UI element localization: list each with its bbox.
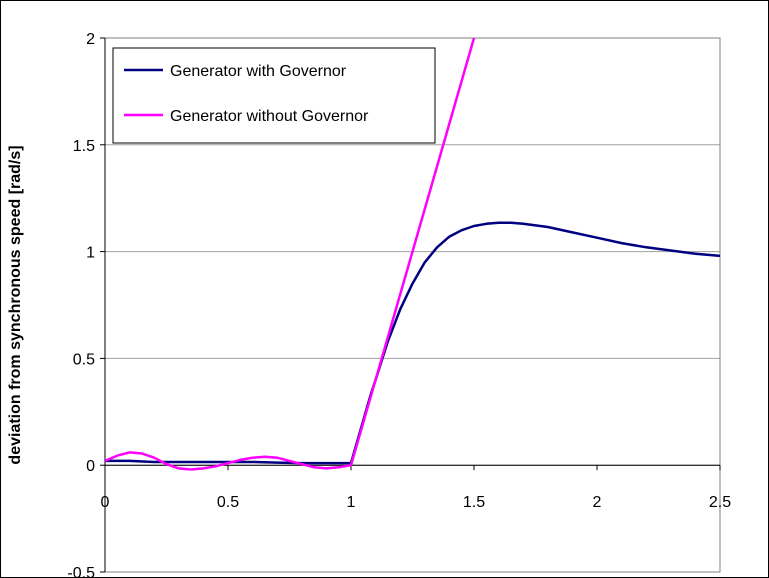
x-tick-label-0: 0: [101, 494, 110, 511]
x-tick-label-5: 2.5: [709, 494, 731, 511]
y-tick-label-4: 1.5: [73, 138, 95, 155]
legend-label-0: Generator with Governor: [170, 63, 347, 80]
legend-label-1: Generator without Governor: [170, 108, 369, 125]
x-tick-label-1: 0.5: [217, 494, 239, 511]
y-tick-label-2: 0.5: [73, 351, 95, 368]
y-axis-label: deviation from synchronous speed [rad/s]: [7, 145, 24, 464]
series-line-0: [105, 221, 720, 465]
y-tick-label-0: -0.5: [67, 565, 95, 578]
x-tick-label-2: 1: [347, 494, 356, 511]
legend: Generator with Governor Generator without…: [112, 47, 436, 144]
x-tick-label-3: 1.5: [463, 494, 485, 511]
y-tick-label-3: 1: [86, 245, 95, 262]
y-tick-label-5: 2: [86, 31, 95, 48]
tick-labels: -0.5 0 0.5 1 1.5 2 0 0.5 1 1.5 2 2.5: [67, 31, 731, 578]
x-tick-label-4: 2: [593, 494, 602, 511]
y-tick-label-1: 0: [86, 458, 95, 475]
series-line-1: [105, 38, 476, 471]
series-lines: [105, 38, 720, 471]
axes: [100, 37, 721, 573]
legend-box: [112, 47, 436, 144]
